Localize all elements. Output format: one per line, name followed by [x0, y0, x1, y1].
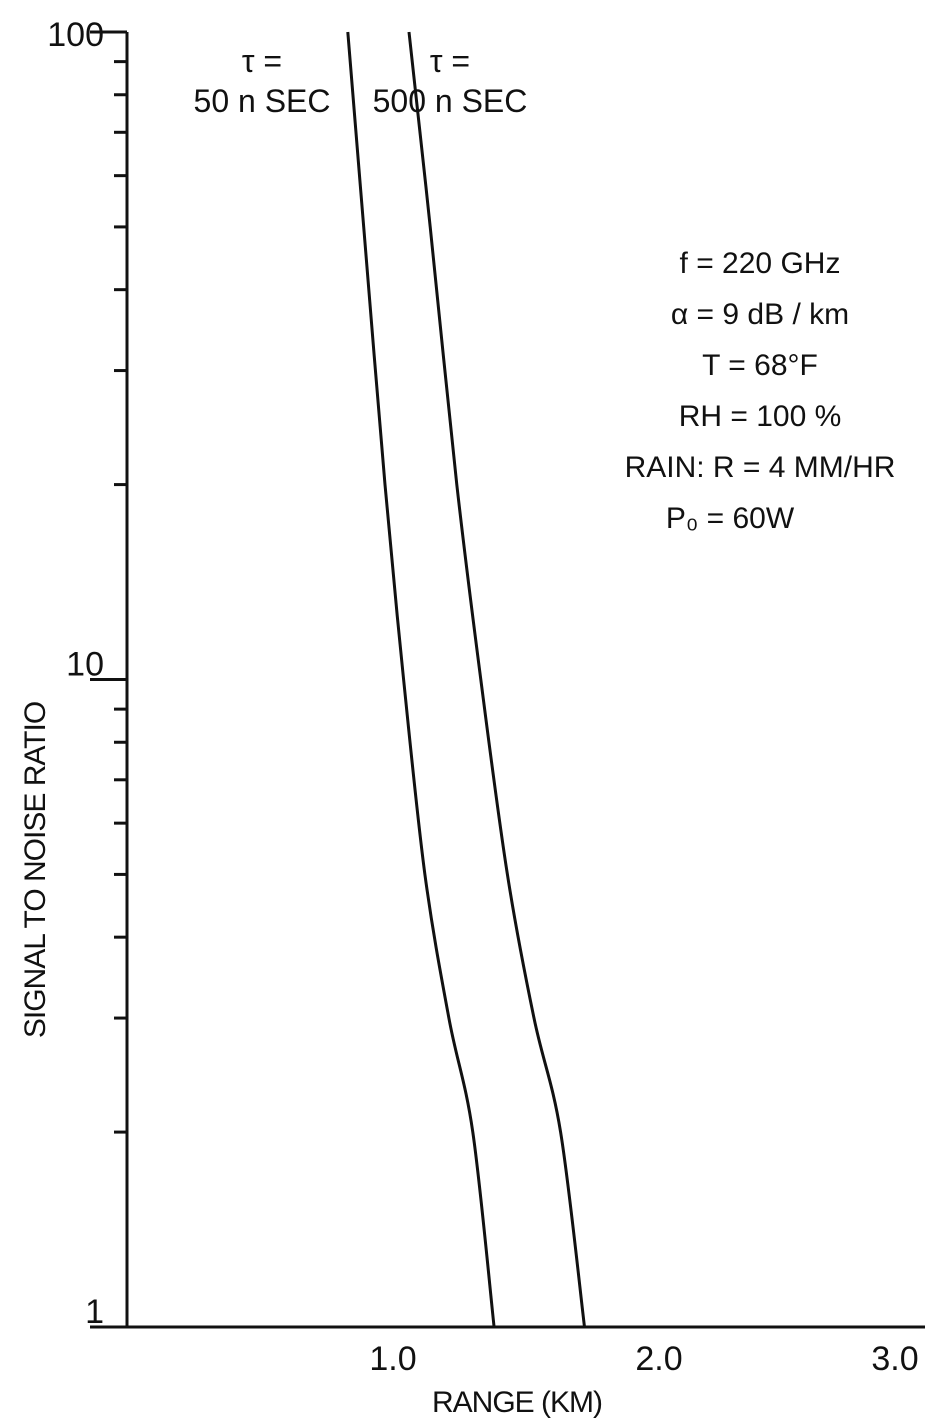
series-label: τ = 50 n SEC — [194, 43, 331, 119]
annotation-text: RAIN: R = 4 MM/HR — [625, 451, 896, 484]
y-axis: 100 10 1 — [47, 16, 129, 1331]
x-tick-labels: 1.0 2.0 3.0 — [369, 1340, 918, 1378]
x-tick-label: 1.0 — [369, 1340, 416, 1378]
annotation-text: RH = 100 % — [679, 400, 842, 433]
y-axis-title: SIGNAL TO NOISE RATIO — [19, 702, 52, 1038]
series-labels: τ = 50 n SEC τ = 500 n SEC — [194, 43, 528, 119]
series-lines — [346, 31, 586, 1328]
annotation-text: T = 68°F — [702, 349, 818, 382]
annotations: f = 220 GHz α = 9 dB / km T = 68°F RH = 100… — [625, 247, 896, 535]
series-line — [346, 31, 496, 1328]
y-tick-label: 100 — [47, 16, 104, 54]
x-axis: 1.0 2.0 3.0 — [127, 1325, 925, 1378]
x-axis-title: RANGE (KM) — [432, 1386, 602, 1419]
series-label: τ = 500 n SEC — [373, 43, 528, 119]
x-tick-label: 2.0 — [635, 1340, 682, 1378]
y-tick-label: 10 — [66, 646, 104, 684]
annotation-text: P₀ = 60W — [666, 502, 795, 535]
y-tick-label: 1 — [85, 1293, 104, 1331]
series-line — [407, 31, 586, 1328]
y-tick-labels: 100 10 1 — [47, 16, 104, 1331]
annotation-text: α = 9 dB / km — [671, 298, 849, 331]
x-tick-label: 3.0 — [871, 1340, 918, 1378]
y-ticks — [90, 30, 127, 1329]
annotation-text: f = 220 GHz — [680, 247, 841, 280]
